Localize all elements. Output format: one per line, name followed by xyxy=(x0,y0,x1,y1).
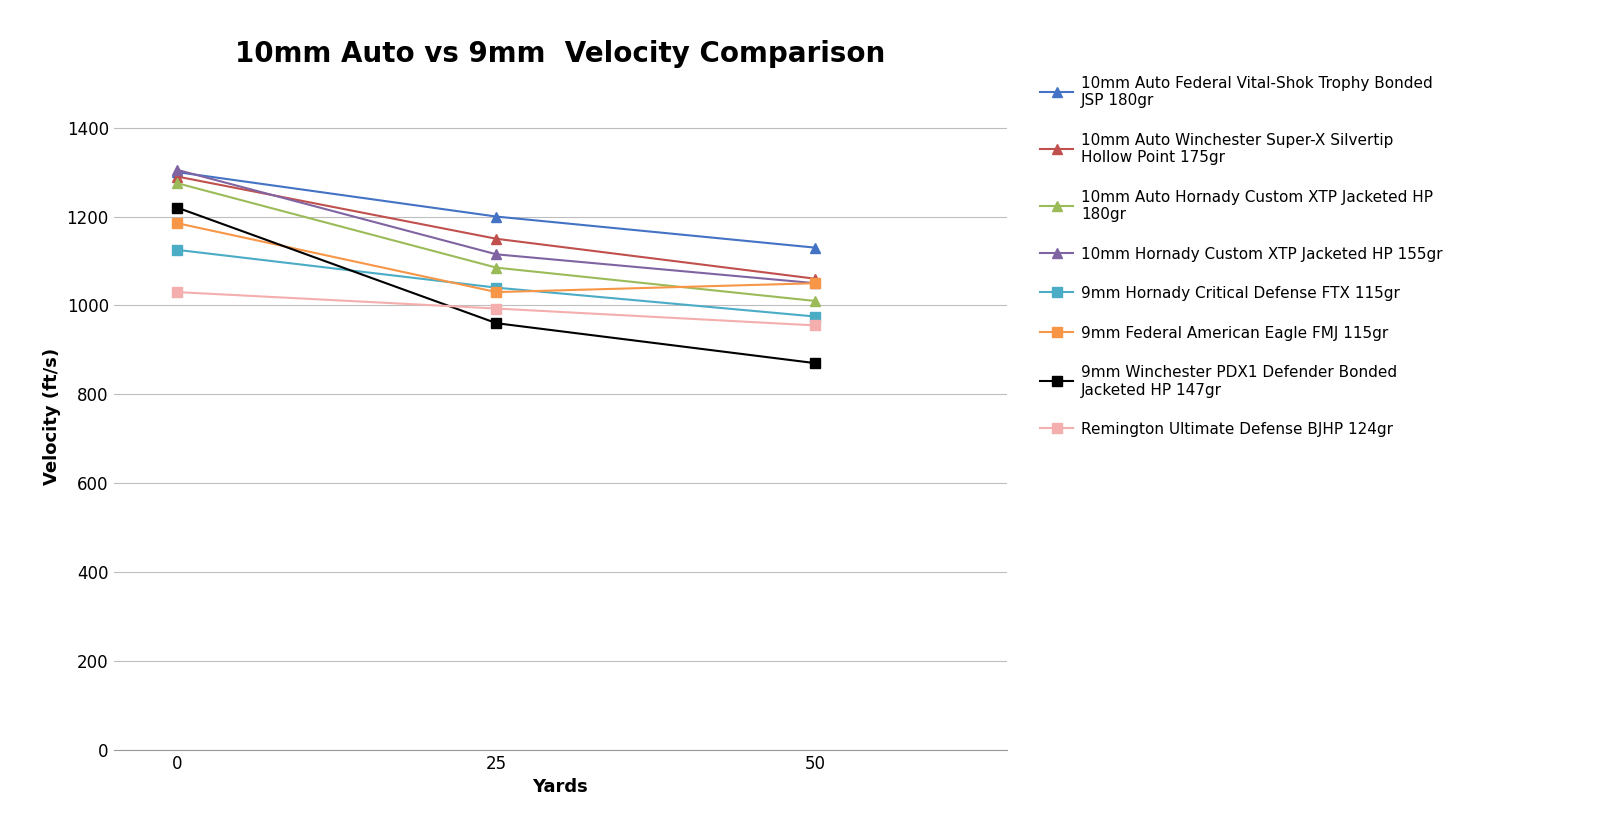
9mm Hornady Critical Defense FTX 115gr xyxy=(167,245,187,255)
Line: 9mm Winchester PDX1 Defender Bonded
Jacketed HP 147gr: 9mm Winchester PDX1 Defender Bonded Jack… xyxy=(172,202,820,368)
Remington Ultimate Defense BJHP 124gr xyxy=(487,303,506,313)
Remington Ultimate Defense BJHP 124gr xyxy=(805,321,824,331)
9mm Federal American Eagle FMJ 115gr xyxy=(167,218,187,228)
Line: Remington Ultimate Defense BJHP 124gr: Remington Ultimate Defense BJHP 124gr xyxy=(172,287,820,331)
9mm Winchester PDX1 Defender Bonded
Jacketed HP 147gr xyxy=(805,358,824,368)
10mm Auto Federal Vital-Shok Trophy Bonded
JSP 180gr xyxy=(167,167,187,177)
9mm Federal American Eagle FMJ 115gr xyxy=(487,287,506,297)
10mm Auto Federal Vital-Shok Trophy Bonded
JSP 180gr xyxy=(487,212,506,222)
10mm Auto Hornady Custom XTP Jacketed HP
180gr xyxy=(167,178,187,188)
10mm Auto Hornady Custom XTP Jacketed HP
180gr xyxy=(805,296,824,306)
Legend: 10mm Auto Federal Vital-Shok Trophy Bonded
JSP 180gr, 10mm Auto Winchester Super: 10mm Auto Federal Vital-Shok Trophy Bond… xyxy=(1034,70,1448,443)
10mm Auto Hornady Custom XTP Jacketed HP
180gr xyxy=(487,262,506,272)
10mm Auto Winchester Super-X Silvertip
Hollow Point 175gr xyxy=(805,274,824,284)
Line: 10mm Auto Hornady Custom XTP Jacketed HP
180gr: 10mm Auto Hornady Custom XTP Jacketed HP… xyxy=(172,178,820,306)
Line: 10mm Auto Federal Vital-Shok Trophy Bonded
JSP 180gr: 10mm Auto Federal Vital-Shok Trophy Bond… xyxy=(172,167,820,252)
10mm Hornady Custom XTP Jacketed HP 155gr xyxy=(487,249,506,259)
Line: 10mm Hornady Custom XTP Jacketed HP 155gr: 10mm Hornady Custom XTP Jacketed HP 155g… xyxy=(172,165,820,288)
9mm Winchester PDX1 Defender Bonded
Jacketed HP 147gr xyxy=(487,318,506,328)
10mm Hornady Custom XTP Jacketed HP 155gr xyxy=(167,165,187,175)
Line: 9mm Hornady Critical Defense FTX 115gr: 9mm Hornady Critical Defense FTX 115gr xyxy=(172,245,820,322)
10mm Auto Winchester Super-X Silvertip
Hollow Point 175gr xyxy=(167,172,187,182)
10mm Auto Federal Vital-Shok Trophy Bonded
JSP 180gr xyxy=(805,242,824,252)
10mm Auto Winchester Super-X Silvertip
Hollow Point 175gr xyxy=(487,234,506,244)
Title: 10mm Auto vs 9mm  Velocity Comparison: 10mm Auto vs 9mm Velocity Comparison xyxy=(235,41,885,68)
9mm Hornady Critical Defense FTX 115gr xyxy=(805,312,824,322)
Remington Ultimate Defense BJHP 124gr xyxy=(167,287,187,297)
9mm Hornady Critical Defense FTX 115gr xyxy=(487,282,506,292)
X-axis label: Yards: Yards xyxy=(532,778,588,796)
Y-axis label: Velocity (ft/s): Velocity (ft/s) xyxy=(42,348,62,485)
Line: 9mm Federal American Eagle FMJ 115gr: 9mm Federal American Eagle FMJ 115gr xyxy=(172,218,820,297)
Line: 10mm Auto Winchester Super-X Silvertip
Hollow Point 175gr: 10mm Auto Winchester Super-X Silvertip H… xyxy=(172,172,820,284)
9mm Federal American Eagle FMJ 115gr xyxy=(805,278,824,288)
9mm Winchester PDX1 Defender Bonded
Jacketed HP 147gr xyxy=(167,202,187,212)
10mm Hornady Custom XTP Jacketed HP 155gr xyxy=(805,278,824,288)
